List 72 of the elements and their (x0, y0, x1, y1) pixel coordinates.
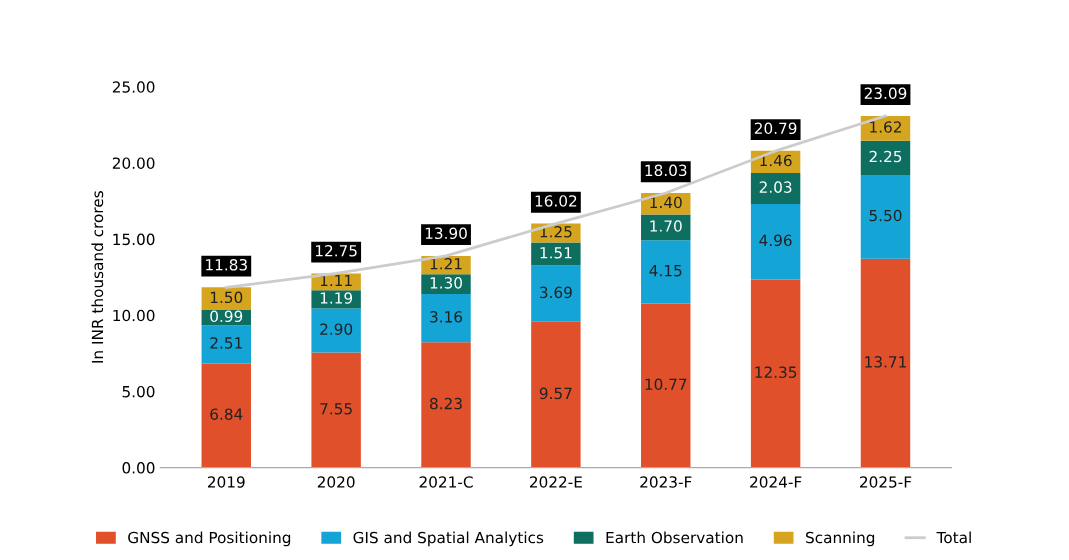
x-tick-label: 2021-C (419, 476, 473, 488)
y-tick-label: 15.00 (113, 233, 155, 246)
data-label: 1.62 (870, 121, 901, 133)
data-label: 2.25 (869, 150, 902, 163)
data-label: 1.70 (650, 220, 682, 232)
legend-label: GNSS and Positioning (128, 531, 291, 547)
bar (421, 342, 471, 468)
data-label: 9.57 (539, 387, 572, 400)
data-label: 7.55 (320, 403, 352, 415)
bar (531, 321, 581, 468)
bar (421, 274, 471, 295)
legend-label: Total (936, 531, 971, 544)
bar (860, 258, 911, 468)
legend-label: Earth Observation (606, 531, 743, 544)
data-label: 10.77 (645, 378, 687, 391)
y-tick-label: 20.00 (112, 157, 155, 169)
data-label: 23.09 (864, 87, 907, 100)
data-label: 11.83 (206, 259, 247, 271)
legend-label: GIS and Spatial Analytics (353, 531, 544, 547)
bar (641, 303, 691, 468)
data-label: 6.84 (210, 408, 243, 420)
bar (860, 140, 911, 175)
bar (311, 308, 361, 353)
bar (750, 279, 801, 468)
x-tick-label: 2019 (207, 476, 245, 488)
data-label: 2.90 (320, 323, 353, 335)
data-label: 2.51 (210, 337, 242, 349)
x-tick-label: 2025-F (860, 476, 912, 488)
data-label: 4.96 (759, 234, 792, 247)
bar (201, 363, 251, 468)
data-label: 1.30 (430, 277, 462, 289)
data-label: 5.50 (869, 209, 902, 222)
bar (311, 352, 361, 468)
data-label: 1.40 (650, 196, 682, 209)
bar (641, 214, 691, 241)
data-label: 12.75 (315, 244, 357, 257)
y-tick-label: 10.00 (113, 309, 155, 322)
bar (750, 203, 801, 280)
legend-label: Scanning (806, 531, 875, 547)
data-label: 2.03 (759, 181, 792, 193)
data-label: 13.90 (425, 227, 467, 240)
data-label: 12.35 (755, 366, 797, 378)
data-label: 0.99 (210, 310, 243, 323)
data-label: 3.16 (430, 311, 463, 323)
x-tick-label: 2020 (317, 476, 355, 488)
bar (421, 294, 471, 343)
bar (531, 265, 581, 322)
x-tick-label: 2024-F (750, 476, 802, 488)
data-label: 3.69 (540, 286, 572, 299)
data-label: 4.15 (649, 265, 682, 277)
bar (201, 325, 251, 364)
bar (201, 287, 251, 311)
data-label: 13.71 (865, 356, 906, 368)
y-axis-title: In INR thousand crores (91, 191, 104, 363)
data-label: 1.11 (320, 274, 352, 287)
x-tick-label: 2023-F (640, 476, 692, 488)
data-label: 20.79 (754, 122, 797, 135)
data-label: 1.51 (540, 247, 572, 259)
data-label: 16.02 (535, 195, 577, 207)
data-label: 1.19 (320, 292, 353, 304)
y-tick-label: 0.00 (122, 462, 155, 474)
bar (750, 173, 801, 204)
bar (531, 242, 581, 266)
x-tick-label: 2022-E (529, 476, 582, 488)
data-label: 1.50 (210, 291, 243, 304)
data-label: 18.03 (645, 164, 687, 177)
data-label: 1.21 (430, 257, 462, 270)
y-tick-label: 5.00 (122, 385, 155, 398)
data-label: 8.23 (430, 397, 462, 410)
bar (641, 240, 691, 304)
bar (860, 174, 911, 259)
y-tick-label: 25.00 (112, 81, 155, 93)
